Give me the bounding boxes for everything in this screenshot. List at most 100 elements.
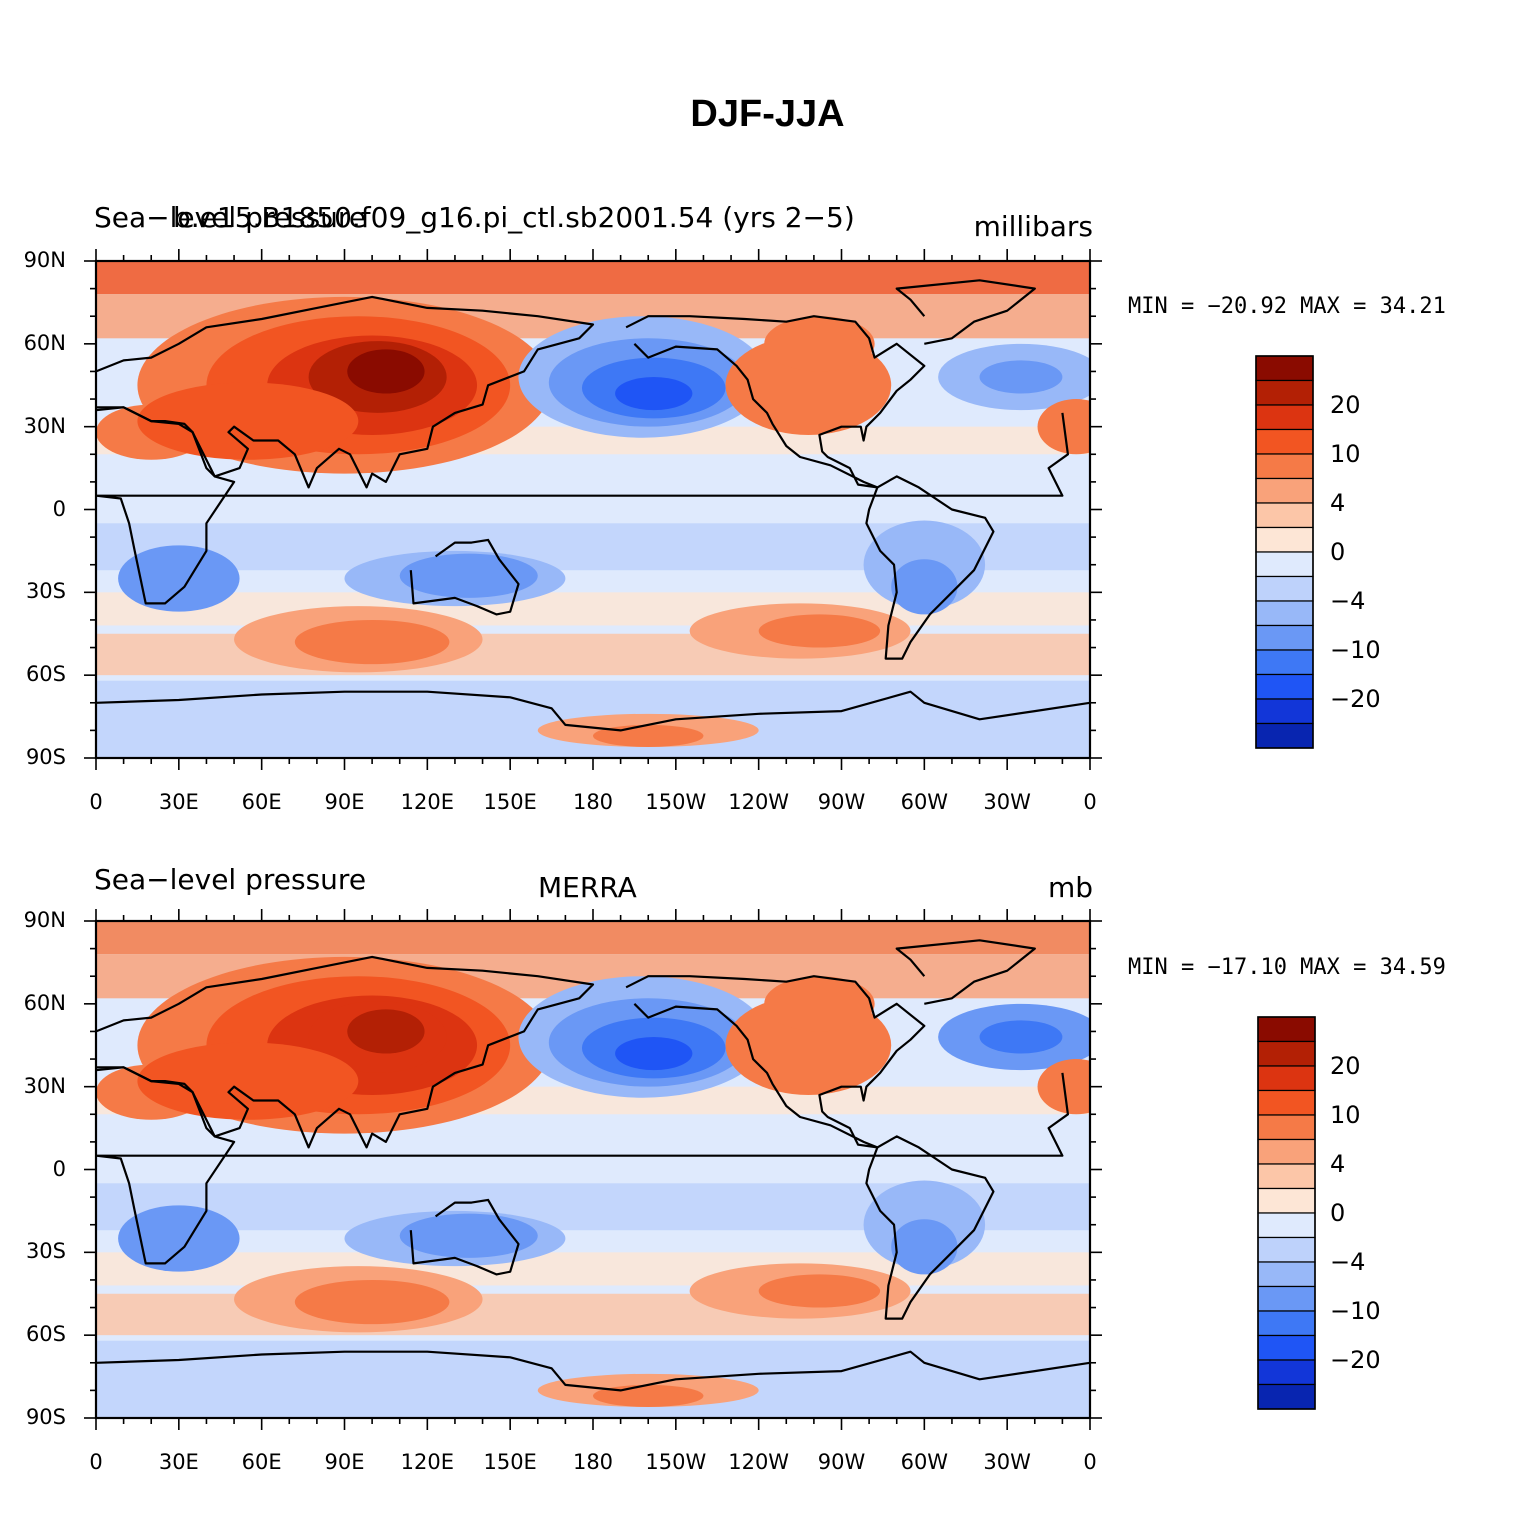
coastline	[895, 939, 1036, 1005]
colorbar-box	[1255, 355, 1314, 382]
field-contour	[979, 1020, 1063, 1054]
colorbar-box	[1255, 526, 1314, 553]
field-contour	[615, 1036, 693, 1071]
field-contour	[764, 316, 875, 372]
lon-label: 150W	[645, 1450, 707, 1474]
lat-label: 0	[52, 496, 66, 521]
field-contour	[347, 1009, 425, 1054]
lon-label: 0	[89, 790, 103, 814]
panel2-left-title: Sea−level pressure	[94, 863, 367, 896]
colorbar-1	[1255, 355, 1314, 749]
coastline	[895, 279, 1036, 345]
lon-label: 90W	[817, 790, 866, 814]
colorbar-box	[1255, 649, 1314, 676]
coastline	[96, 1350, 1090, 1392]
colorbar-label: 10	[1330, 1101, 1361, 1129]
colorbar-box	[1255, 428, 1314, 455]
panel2-center-title: MERRA	[538, 871, 637, 904]
coastline	[96, 690, 1090, 732]
colorbar-frame	[1255, 355, 1314, 749]
field-contour	[615, 376, 693, 411]
colorbar-box	[1257, 1261, 1316, 1288]
field-contour	[118, 545, 240, 612]
field-contour	[137, 1042, 359, 1120]
panel2-minmax: MIN = −17.10 MAX = 34.59	[1128, 955, 1446, 980]
lon-label: 90E	[324, 1450, 365, 1474]
lon-label: 180	[572, 790, 614, 814]
colorbar-box	[1257, 1310, 1316, 1337]
colorbar-label: 20	[1330, 1052, 1361, 1080]
colorbar-box	[1257, 1114, 1316, 1141]
coastline	[865, 1135, 995, 1320]
field-contour	[758, 614, 881, 648]
colorbar-box	[1255, 624, 1314, 651]
panel2-units: mb	[1047, 871, 1093, 904]
lat-label: 60S	[25, 1322, 66, 1347]
panel1-units: millibars	[973, 210, 1093, 243]
coastline	[625, 315, 926, 489]
colorbar-box	[1255, 502, 1314, 529]
colorbar-box	[1257, 1187, 1316, 1214]
lat-label: 90N	[23, 248, 66, 272]
colorbar-box	[1255, 551, 1314, 578]
field-contour	[118, 1205, 240, 1272]
field-band	[96, 921, 1090, 955]
colorbar-frame	[1257, 1016, 1316, 1410]
colorbar-label: 4	[1330, 1150, 1346, 1178]
field-contour	[294, 1279, 450, 1325]
lat-label: 60N	[23, 990, 66, 1015]
colorbar-label: 10	[1330, 440, 1361, 468]
panel1-left-title: Sea−level pressure	[94, 201, 367, 234]
lon-label: 150W	[645, 790, 707, 814]
colorbar-box	[1255, 600, 1314, 627]
main-title: DJF-JJA	[690, 93, 845, 135]
colorbar-box	[1255, 404, 1314, 431]
lon-label: 30W	[983, 1450, 1031, 1474]
panel1-minmax: MIN = −20.92 MAX = 34.21	[1128, 294, 1446, 319]
lat-label: 30N	[23, 1073, 66, 1098]
colorbar-box	[1257, 1163, 1316, 1190]
colorbar-2	[1257, 1016, 1316, 1410]
lon-label: 150E	[483, 1450, 537, 1474]
colorbar-label: −4	[1330, 587, 1366, 615]
colorbar-box	[1257, 1065, 1316, 1092]
lon-label: 120E	[400, 790, 455, 814]
colorbar-box	[1257, 1138, 1316, 1165]
colorbar-label: −20	[1330, 1346, 1381, 1374]
lon-label: 30E	[158, 790, 199, 814]
lon-label: 180	[572, 1450, 614, 1474]
field-contour	[294, 619, 450, 665]
colorbar-box	[1257, 1089, 1316, 1116]
field-band	[96, 476, 1090, 510]
colorbar-box	[1255, 673, 1314, 700]
field-contour	[764, 976, 875, 1032]
lon-label: 90W	[817, 1450, 866, 1474]
colorbar-box	[1257, 1040, 1316, 1067]
coastline	[409, 1198, 520, 1276]
lon-label: 0	[1083, 1450, 1097, 1474]
colorbar-box	[1255, 453, 1314, 480]
lon-label: 60E	[241, 790, 282, 814]
colorbar-box	[1257, 1285, 1316, 1312]
colorbar-label: −10	[1330, 636, 1381, 664]
field-contour	[891, 559, 958, 615]
lat-label: 30S	[25, 579, 66, 604]
colorbar-box	[1255, 722, 1314, 749]
colorbar-label: −4	[1330, 1248, 1366, 1276]
colorbar-label: 20	[1330, 391, 1361, 419]
colorbar-label: −20	[1330, 685, 1381, 713]
lat-label: 30S	[25, 1239, 66, 1264]
field-band	[96, 261, 1090, 295]
lat-label: 60N	[23, 330, 66, 355]
lat-label: 90S	[25, 745, 66, 769]
colorbar-box	[1255, 379, 1314, 406]
lat-label: 90S	[25, 1405, 66, 1429]
map-field-1	[84, 249, 1102, 770]
lat-label: 0	[52, 1156, 66, 1181]
field-band	[96, 1136, 1090, 1170]
colorbar-box	[1257, 1016, 1316, 1043]
lon-label: 0	[89, 1450, 103, 1474]
lon-label: 90E	[324, 790, 365, 814]
coastline	[625, 975, 926, 1149]
